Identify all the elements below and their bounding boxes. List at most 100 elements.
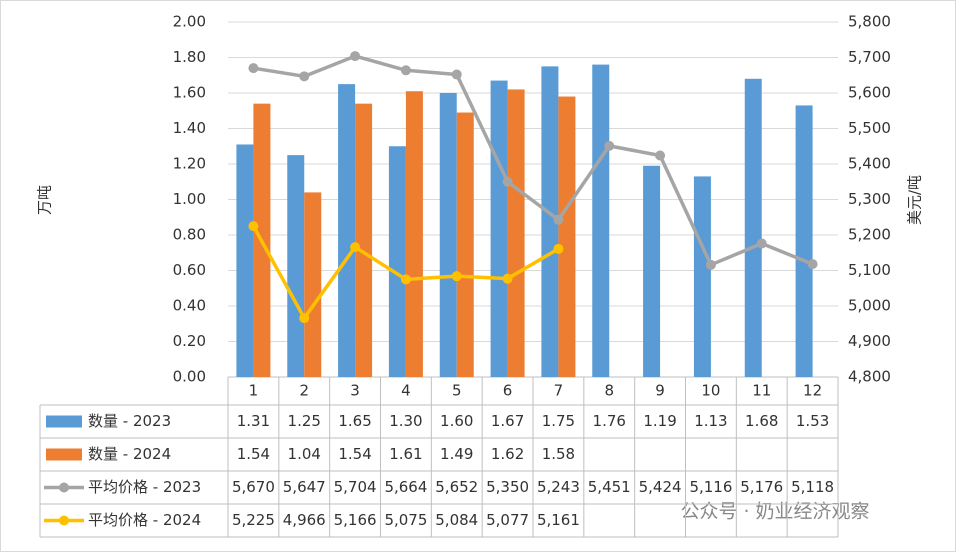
bar	[439, 93, 457, 377]
bar	[490, 80, 508, 377]
legend-swatch	[59, 482, 69, 493]
x-tick-label: 3	[350, 382, 360, 400]
y2-tick-label: 4,800	[848, 368, 891, 386]
bar	[304, 192, 322, 377]
table-value: 5,451	[588, 478, 631, 496]
marker	[705, 259, 716, 270]
y-tick-label: 0.20	[173, 332, 206, 350]
table-value: 5,118	[791, 478, 834, 496]
table-value: 1.30	[389, 412, 422, 430]
table-value: 1.61	[389, 445, 422, 463]
legend-swatch	[46, 415, 82, 428]
y-tick-label: 1.80	[173, 48, 206, 66]
marker	[350, 242, 361, 253]
table-value: 1.54	[237, 445, 270, 463]
table-value: 5,670	[232, 478, 275, 496]
table-value: 5,166	[334, 511, 377, 529]
legend-label: 平均价格 - 2023	[88, 478, 201, 496]
table-value: 1.60	[440, 412, 473, 430]
y-tick-label: 0.00	[173, 368, 206, 386]
table-value: 5,225	[232, 511, 275, 529]
bar	[338, 84, 356, 377]
x-tick-label: 7	[554, 382, 564, 400]
table-value: 5,243	[537, 478, 580, 496]
legend-swatch	[59, 515, 69, 526]
marker	[553, 243, 564, 254]
bar	[795, 105, 813, 378]
y-tick-label: 0.60	[173, 261, 206, 279]
y-tick-label: 1.40	[173, 119, 206, 137]
table-value: 4,966	[283, 511, 326, 529]
bar	[744, 78, 762, 378]
table-value: 1.53	[796, 412, 829, 430]
line	[253, 54, 814, 267]
table-value: 5,116	[689, 478, 732, 496]
table-value: 5,350	[486, 478, 529, 496]
y-tick-label: 1.60	[173, 84, 206, 102]
x-tick-label: 4	[401, 382, 411, 400]
table-value: 1.58	[542, 445, 575, 463]
table-value: 1.68	[745, 412, 778, 430]
y2-tick-label: 5,100	[848, 261, 891, 279]
marker	[451, 271, 462, 282]
y2-tick-label: 5,300	[848, 190, 891, 208]
marker	[502, 176, 513, 187]
y2-tick-label: 5,400	[848, 155, 891, 173]
y2-tick-label: 4,900	[848, 332, 891, 350]
marker	[248, 221, 259, 232]
table-value: 1.62	[491, 445, 524, 463]
marker	[807, 259, 818, 270]
bar	[456, 112, 474, 378]
marker	[756, 238, 767, 249]
y-tick-label: 1.00	[173, 190, 206, 208]
y-tick-label: 1.20	[173, 155, 206, 173]
table-value: 1.65	[338, 412, 371, 430]
table-value: 5,176	[740, 478, 783, 496]
bar	[236, 144, 254, 377]
table-value: 5,424	[639, 478, 682, 496]
y2-tick-label: 5,700	[848, 48, 891, 66]
table-value: 1.75	[542, 412, 575, 430]
table-value: 1.49	[440, 445, 473, 463]
x-tick-label: 5	[452, 382, 462, 400]
x-tick-label: 10	[701, 382, 720, 400]
table-value: 5,075	[384, 511, 427, 529]
y-tick-label: 2.00	[173, 13, 206, 31]
y-tick-label: 0.80	[173, 226, 206, 244]
y2-tick-label: 5,200	[848, 226, 891, 244]
table-value: 1.76	[593, 412, 626, 430]
y2-tick-label: 5,600	[848, 84, 891, 102]
watermark: 公众号 · 奶业经济观察	[680, 501, 869, 523]
x-tick-label: 2	[299, 382, 309, 400]
marker	[553, 214, 564, 225]
bar	[592, 64, 610, 377]
marker	[502, 273, 513, 284]
y-tick-label: 0.40	[173, 297, 206, 315]
table-value: 1.67	[491, 412, 524, 430]
legend-swatch	[46, 448, 82, 461]
marker	[299, 313, 310, 324]
bar	[693, 176, 711, 377]
x-tick-label: 11	[752, 382, 771, 400]
x-tick-label: 9	[655, 382, 665, 400]
legend-label: 平均价格 - 2024	[88, 511, 201, 529]
bar	[507, 89, 525, 377]
marker	[604, 140, 615, 151]
marker	[350, 51, 361, 62]
bar	[355, 103, 373, 378]
bar	[643, 165, 661, 377]
table-value: 1.13	[694, 412, 727, 430]
table-value: 5,652	[435, 478, 478, 496]
x-tick-label: 6	[503, 382, 513, 400]
y2-tick-label: 5,800	[848, 13, 891, 31]
x-tick-label: 1	[249, 382, 259, 400]
table-value: 5,704	[334, 478, 377, 496]
table-value: 1.19	[643, 412, 676, 430]
bar	[541, 66, 559, 377]
bar	[388, 146, 406, 377]
bar	[558, 96, 576, 378]
marker	[248, 63, 259, 74]
y2-tick-label: 5,500	[848, 119, 891, 137]
y2-tick-label: 5,000	[848, 297, 891, 315]
